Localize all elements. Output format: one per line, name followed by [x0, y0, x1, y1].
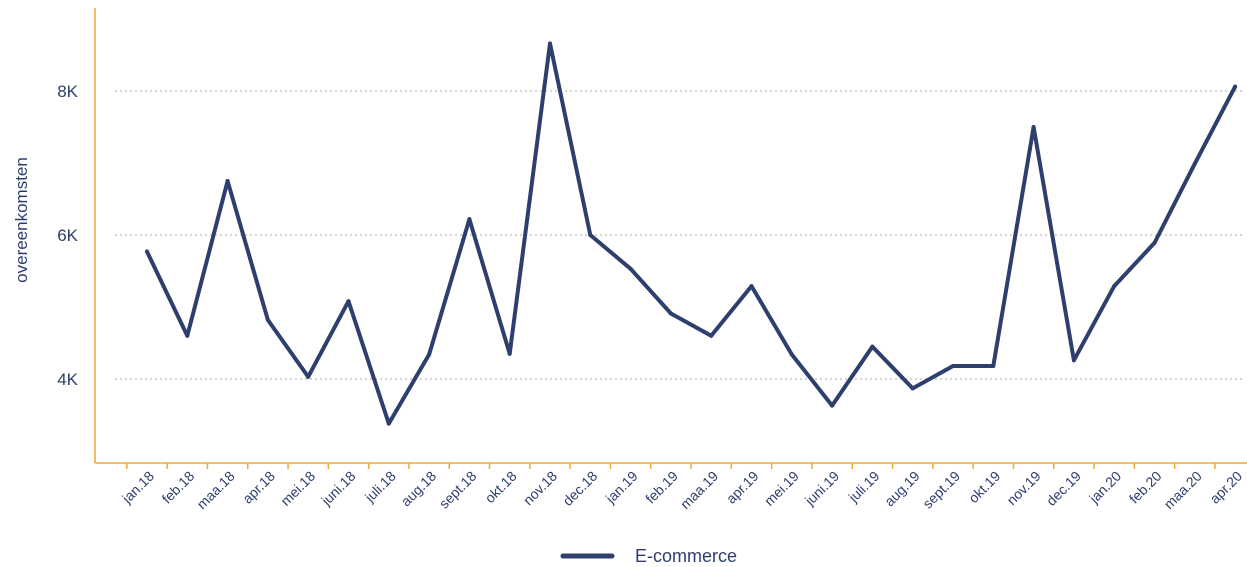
- data-point[interactable]: [145, 249, 149, 254]
- data-point[interactable]: [1031, 125, 1036, 129]
- x-tick-label: apr.19: [723, 468, 762, 507]
- x-tick-label: okt.18: [482, 468, 520, 506]
- data-point[interactable]: [467, 217, 472, 222]
- x-tick-label: juni.18: [317, 468, 358, 509]
- x-tick-label: sept.19: [919, 468, 963, 512]
- x-tick-label: feb.19: [642, 468, 681, 507]
- y-tick-label: 6K: [57, 226, 78, 245]
- series-line-e-commerce[interactable]: [145, 41, 1238, 426]
- x-tick-label: mei.19: [761, 468, 802, 509]
- y-tick-labels: 4K 6K 8K: [57, 82, 78, 389]
- x-tick-label: dec.19: [1043, 468, 1084, 509]
- data-point[interactable]: [789, 352, 794, 357]
- x-tick-label: juli.18: [361, 468, 399, 506]
- x-tick-label: sept.18: [436, 468, 480, 512]
- data-point[interactable]: [265, 317, 270, 322]
- data-point[interactable]: [225, 179, 230, 183]
- data-point[interactable]: [628, 266, 633, 271]
- data-point[interactable]: [749, 284, 754, 289]
- data-point[interactable]: [1192, 161, 1197, 166]
- axes: [94, 8, 1247, 469]
- x-tick-label: okt.19: [965, 468, 1003, 506]
- data-point[interactable]: [185, 333, 190, 338]
- data-point[interactable]: [991, 364, 996, 369]
- data-point[interactable]: [910, 386, 915, 391]
- data-point[interactable]: [588, 233, 593, 237]
- x-tick-label: nov.18: [520, 468, 560, 508]
- x-tick-label: jan.18: [118, 468, 157, 507]
- data-point[interactable]: [346, 299, 351, 304]
- x-tick-label: dec.18: [559, 468, 600, 509]
- gridlines: [115, 90, 1245, 380]
- x-tick-label: maa.19: [677, 468, 721, 512]
- data-point[interactable]: [709, 333, 714, 338]
- x-tick-label: nov.19: [1003, 468, 1043, 508]
- legend[interactable]: E-commerce: [560, 546, 737, 566]
- legend-label-e-commerce[interactable]: E-commerce: [635, 546, 737, 566]
- data-point[interactable]: [427, 352, 432, 357]
- data-point[interactable]: [386, 421, 391, 426]
- series-group: [145, 41, 1238, 426]
- x-tick-label: feb.18: [159, 468, 198, 507]
- data-point[interactable]: [951, 364, 955, 369]
- x-tick-label: mei.18: [277, 468, 318, 509]
- y-tick-label: 8K: [57, 82, 78, 101]
- x-tick-label: aug.18: [398, 468, 440, 510]
- data-point[interactable]: [507, 351, 512, 356]
- y-axis-label: overeenkomsten: [12, 157, 31, 283]
- x-tick-label: juli.19: [845, 468, 883, 506]
- x-tick-label: jan.20: [1085, 468, 1124, 507]
- x-tick-label: apr.20: [1206, 468, 1245, 507]
- data-point[interactable]: [1071, 358, 1076, 363]
- y-tick-label: 4K: [57, 370, 78, 389]
- x-tick-label: maa.18: [193, 468, 237, 512]
- data-point[interactable]: [1152, 240, 1157, 245]
- x-tick-label: maa.20: [1161, 468, 1205, 512]
- data-point[interactable]: [1112, 284, 1117, 289]
- x-tick-label: apr.18: [239, 468, 278, 507]
- x-tick-label: juni.19: [801, 468, 842, 509]
- x-tick-label: jan.19: [602, 468, 641, 507]
- data-point[interactable]: [870, 344, 875, 349]
- x-tick-label: feb.20: [1126, 468, 1165, 507]
- x-tick-label: aug.19: [881, 468, 923, 510]
- data-point[interactable]: [830, 403, 835, 408]
- data-point[interactable]: [306, 374, 311, 379]
- data-point[interactable]: [668, 311, 673, 316]
- data-point[interactable]: [1233, 84, 1238, 89]
- data-point[interactable]: [548, 41, 552, 46]
